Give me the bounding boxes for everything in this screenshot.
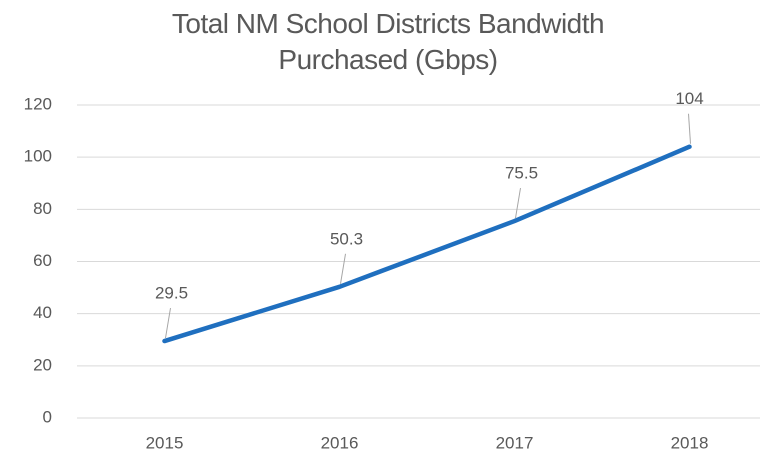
data-label: 50.3 xyxy=(330,229,363,248)
leader-line xyxy=(340,253,346,284)
y-tick-label: 40 xyxy=(33,303,52,322)
y-tick-label: 100 xyxy=(24,147,52,166)
data-label: 29.5 xyxy=(155,284,188,303)
y-tick-label: 20 xyxy=(33,355,52,374)
data-line xyxy=(162,144,692,344)
x-tick-label: 2016 xyxy=(321,433,359,452)
y-tick-label: 60 xyxy=(33,251,52,270)
x-tick-label: 2017 xyxy=(496,433,534,452)
data-label: 75.5 xyxy=(505,164,538,183)
leader-line xyxy=(515,187,521,219)
x-tick-label: 2018 xyxy=(671,433,709,452)
chart-title: Total NM School Districts Bandwidth Purc… xyxy=(171,8,605,75)
y-tick-label: 0 xyxy=(43,407,52,426)
data-label: 104 xyxy=(675,89,703,108)
x-tick-label: 2015 xyxy=(146,433,184,452)
y-tick-label: 120 xyxy=(24,94,52,113)
leader-line xyxy=(165,307,171,339)
y-tick-label: 80 xyxy=(33,199,52,218)
leader-line xyxy=(688,113,691,144)
